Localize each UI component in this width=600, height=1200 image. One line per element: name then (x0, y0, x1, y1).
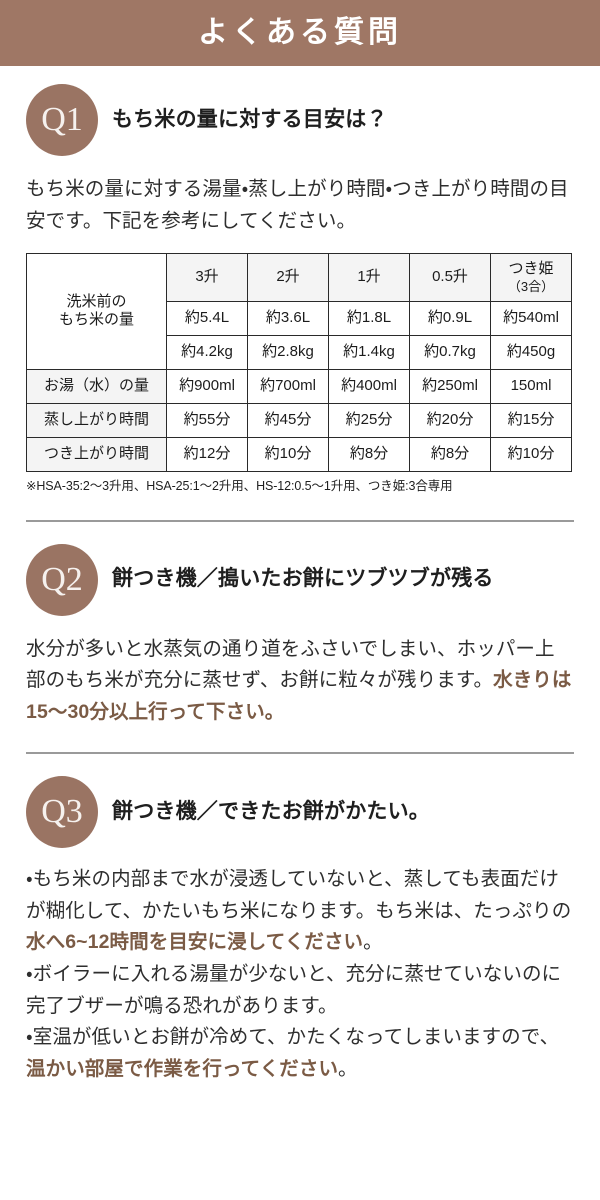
column-header-label: 2升 (276, 267, 300, 285)
q3-bullet-lead: ・ボイラーに入れる湯量が少ないと、充分に蒸せていないのに完了ブザーが鳴る恐れがあ… (26, 962, 562, 1017)
q3-bullet-tail: 。 (363, 931, 383, 954)
table-cell: 約15分 (490, 402, 572, 438)
q3-bullet-lead: ・もち米の内部まで水が浸透していないと、蒸しても表面だけが糊化して、かたいもち米… (26, 868, 572, 922)
table-cell: 約450g (490, 334, 572, 370)
row-header: 蒸し上がり時間 (26, 402, 167, 438)
table-row: 約4.2kg 約2.8kg 約1.4kg 約0.7kg 約450g (27, 334, 572, 370)
q2-answer-plain: 水分が多いと水蒸気の通り道をふさいでしまい、ホッパー上部のもち米が充分に蒸せず、… (26, 637, 555, 692)
faq-item-q1: Q1 もち米の量に対する目安は？ もち米の量に対する湯量・蒸し上がり時間・つき上… (0, 66, 600, 494)
spec-table-wrapper: 洗米前の もち米の量 3升 2升 1升 0.5升 (26, 253, 574, 493)
q2-heading: Q2 餅つき機／搗いたお餅にツブツブが残る (26, 543, 574, 616)
q2-answer: 水分が多いと水蒸気の通り道をふさいでしまい、ホッパー上部のもち米が充分に蒸せず、… (26, 634, 574, 729)
rowspan-header-line1: 洗米前の (66, 292, 127, 310)
q3-bullet-tail: 。 (338, 1057, 358, 1080)
table-cell: 150ml (490, 368, 572, 404)
q1-heading: Q1 もち米の量に対する目安は？ (26, 84, 574, 156)
column-header-sub: （3合） (507, 278, 555, 294)
q3-bullet: ・ボイラーに入れる湯量が少ないと、充分に蒸せていないのに完了ブザーが鳴る恐れがあ… (26, 963, 561, 1017)
row-header: お湯（水）の量 (26, 368, 167, 404)
q3-bullet-accent: 温かい部屋で作業を行ってください (26, 1057, 339, 1080)
table-cell: 約250ml (409, 368, 491, 404)
table-cell: 約2.8kg (247, 334, 329, 370)
table-cell: 約5.4L (166, 300, 248, 336)
q3-bullet: ・室温が低いとお餅が冷めて、かたくなってしまいますので、温かい部屋で作業を行って… (26, 1026, 559, 1080)
table-cell: 約12分 (166, 436, 248, 472)
table-cell: 約700ml (247, 368, 329, 404)
q3-badge: Q3 (26, 776, 98, 849)
page-title: よくある質問 (198, 16, 402, 49)
q3-bullet-lead: ・室温が低いとお餅が冷めて、かたくなってしまいますので、 (26, 1026, 560, 1049)
table-cell: 約400ml (328, 368, 410, 404)
table-cell: 約10分 (490, 436, 572, 472)
table-row: つき上がり時間 約12分 約10分 約8分 約8分 約10分 (26, 436, 572, 472)
q1-badge: Q1 (26, 84, 98, 156)
q3-question: 餅つき機／できたお餅がかたい。 (112, 799, 430, 823)
spec-table: 洗米前の もち米の量 3升 2升 1升 0.5升 (26, 253, 572, 472)
q1-question: もち米の量に対する目安は？ (112, 107, 388, 131)
table-cell: 約0.9L (409, 300, 491, 336)
faq-item-q2: Q2 餅つき機／搗いたお餅にツブツブが残る 水分が多いと水蒸気の通り道をふさいで… (0, 522, 600, 729)
table-cell: 約8分 (328, 436, 410, 472)
page-header: よくある質問 (0, 0, 600, 66)
table-cell: 約4.2kg (166, 334, 248, 370)
rowspan-header-line2: もち米の量 (58, 311, 134, 329)
q3-heading: Q3 餅つき機／できたお餅がかたい。 (26, 776, 574, 849)
row-header: つき上がり時間 (26, 436, 167, 472)
q3-bullet-accent: 水へ6~12時間を目安に浸してください (26, 931, 364, 954)
table-cell: 約0.7kg (409, 334, 491, 370)
faq-item-q3: Q3 餅つき機／できたお餅がかたい。 ・もち米の内部まで水が浸透していないと、蒸… (0, 754, 600, 1085)
q3-answer: ・もち米の内部まで水が浸透していないと、蒸しても表面だけが糊化して、かたいもち米… (26, 864, 574, 1085)
table-header-row: 洗米前の もち米の量 3升 2升 1升 0.5升 (26, 253, 572, 370)
table-footnote: ※HSA-35:2〜3升用、HSA-25:1〜2升用、HS-12:0.5〜1升用… (26, 478, 453, 493)
column-header-label: 1升 (357, 267, 381, 285)
column-header: 3升 (166, 253, 248, 302)
column-header: 1升 (328, 253, 410, 302)
section-divider (26, 752, 574, 755)
q2-badge: Q2 (26, 543, 98, 616)
table-cell: 約45分 (247, 402, 329, 438)
column-header-label: 3升 (195, 267, 219, 285)
column-header: つき姫 （3合） (490, 253, 572, 302)
column-header: 0.5升 (409, 253, 491, 302)
table-rowspan-header: 洗米前の もち米の量 (26, 253, 167, 370)
q2-question: 餅つき機／搗いたお餅にツブツブが残る (112, 567, 494, 591)
table-cell: 約10分 (247, 436, 329, 472)
q2-answer-accent: 水きりは15〜30分以上行って下さい。 (26, 669, 572, 723)
column-header-label: つき姫 (508, 260, 554, 278)
q1-answer: もち米の量に対する湯量・蒸し上がり時間・つき上がり時間の目安です。下記を参考にし… (26, 178, 569, 232)
column-header: 2升 (247, 253, 329, 302)
table-cell: 約3.6L (247, 300, 329, 336)
table-cell: 約8分 (409, 436, 491, 472)
table-row: お湯（水）の量 約900ml 約700ml 約400ml 約250ml 150m… (26, 368, 572, 404)
table-cell: 約1.4kg (328, 334, 410, 370)
table-cell: 約20分 (409, 402, 491, 438)
table-cell: 約540ml (490, 300, 572, 336)
table-row: 約5.4L 約3.6L 約1.8L 約0.9L 約540ml (27, 300, 572, 336)
table-cell: 約25分 (328, 402, 410, 438)
q3-bullet: ・もち米の内部まで水が浸透していないと、蒸しても表面だけが糊化して、かたいもち米… (26, 868, 571, 953)
table-row: 蒸し上がり時間 約55分 約45分 約25分 約20分 約15分 (26, 402, 572, 438)
section-divider (26, 519, 574, 522)
table-cell: 約1.8L (328, 300, 410, 336)
table-cell: 約900ml (166, 368, 248, 404)
column-header-label: 0.5升 (432, 267, 468, 285)
table-cell: 約55分 (166, 402, 248, 438)
